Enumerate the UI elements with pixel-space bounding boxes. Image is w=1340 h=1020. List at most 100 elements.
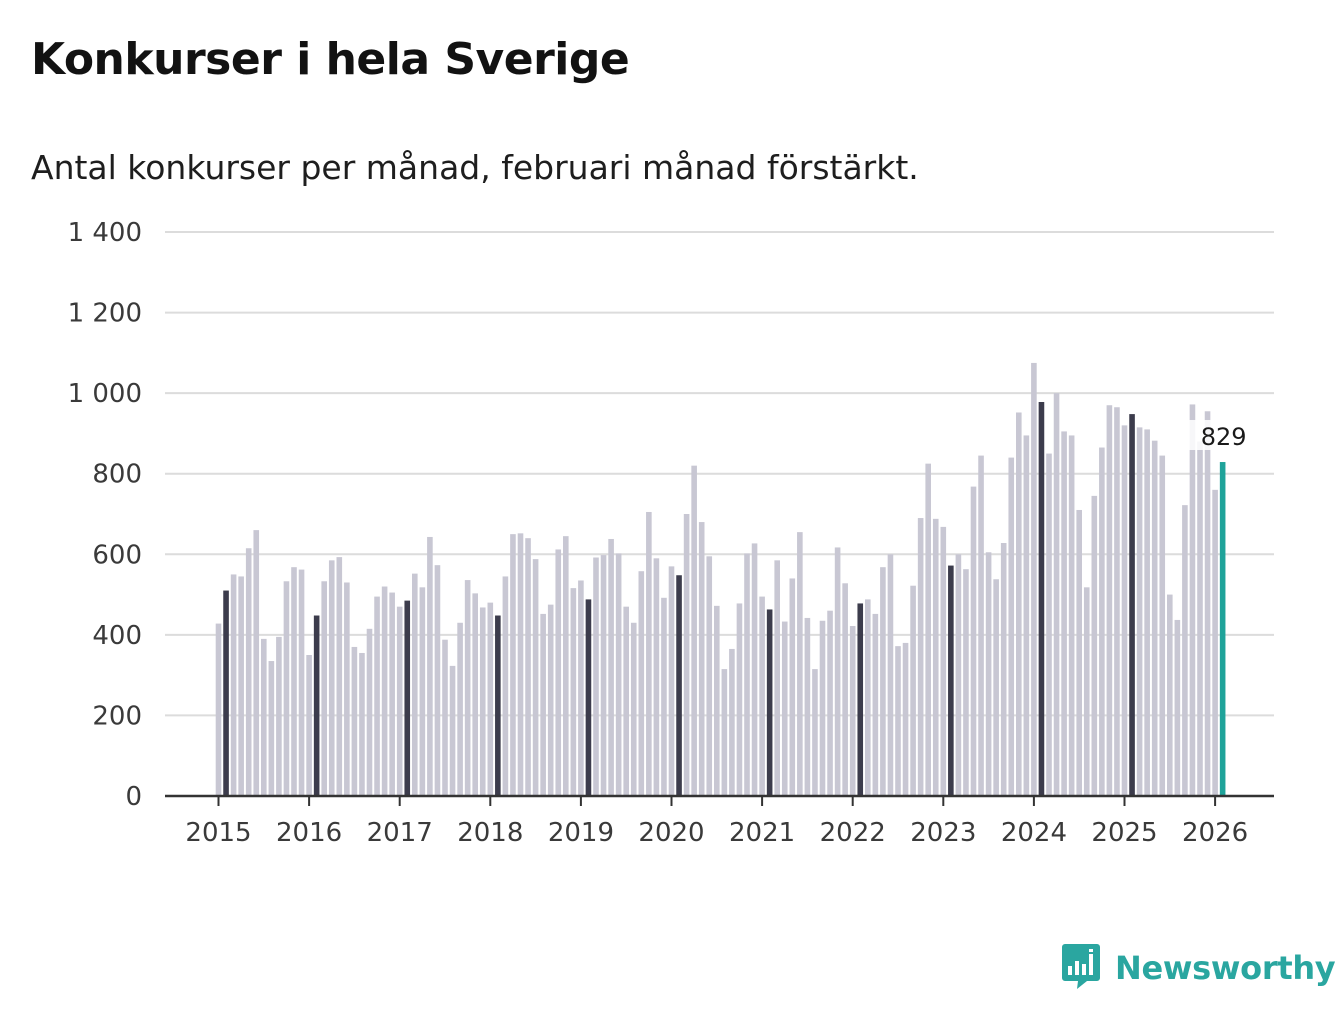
- bar: [623, 606, 629, 796]
- bar: [578, 580, 584, 796]
- bar: [479, 607, 486, 796]
- bar-february: [585, 599, 592, 796]
- bar: [963, 569, 969, 796]
- data-label-background: [1179, 420, 1230, 451]
- bar: [359, 652, 365, 796]
- bar: [1061, 431, 1067, 796]
- bar: [638, 571, 645, 796]
- bar: [593, 557, 599, 796]
- bar: [1121, 425, 1128, 796]
- chart-title: Konkurser i hela Sverige: [31, 34, 630, 85]
- bar: [970, 486, 977, 796]
- x-tick-label: 2016: [276, 818, 342, 848]
- bar: [1189, 404, 1196, 796]
- bar: [563, 536, 569, 796]
- bar: [917, 518, 924, 796]
- bar-february: [1129, 414, 1135, 796]
- bar: [1076, 509, 1082, 796]
- bar: [774, 560, 780, 796]
- y-tick-label: 1 000: [68, 379, 142, 409]
- bar: [940, 526, 947, 796]
- bar: [419, 587, 426, 796]
- bar: [510, 534, 516, 796]
- bar-february: [1038, 402, 1045, 796]
- bar: [306, 655, 312, 796]
- data-label-latest: 829: [1201, 423, 1247, 451]
- y-tick-label: 800: [92, 460, 142, 490]
- y-tick-label: 1 200: [68, 299, 142, 329]
- bar: [336, 557, 343, 796]
- bar: [608, 538, 614, 796]
- bar: [1167, 594, 1173, 796]
- bar: [374, 596, 380, 796]
- newsworthy-logo-icon: [1061, 942, 1101, 994]
- bar: [910, 585, 916, 796]
- bar: [321, 581, 327, 796]
- bar: [842, 583, 848, 796]
- bar: [698, 522, 705, 796]
- gridlines: [165, 231, 1274, 717]
- bar: [1023, 435, 1030, 796]
- x-tick-label: 2025: [1091, 818, 1157, 848]
- bar: [1031, 362, 1037, 796]
- bar: [412, 573, 418, 796]
- bar-february: [313, 615, 320, 796]
- bar: [1053, 393, 1060, 796]
- bar: [797, 532, 803, 796]
- bar: [1008, 457, 1015, 796]
- bar: [789, 578, 796, 796]
- bar-february: [857, 603, 864, 796]
- y-tick-label: 400: [92, 621, 142, 651]
- bar: [993, 579, 999, 796]
- bar: [570, 588, 577, 796]
- x-tick-label: 2019: [548, 818, 614, 848]
- data-labels: 829: [1179, 420, 1247, 451]
- bar: [457, 622, 463, 796]
- x-tick-label: 2024: [1001, 818, 1067, 848]
- bar: [1091, 495, 1098, 796]
- bar: [253, 530, 260, 796]
- x-tick-label: 2021: [729, 818, 795, 848]
- x-tick-label: 2022: [820, 818, 886, 848]
- bar: [291, 567, 297, 796]
- bar: [865, 599, 871, 796]
- bar: [744, 553, 750, 796]
- bar: [827, 610, 833, 796]
- bar: [442, 639, 448, 796]
- bar: [1136, 427, 1143, 796]
- bar: [396, 606, 403, 796]
- bar: [615, 553, 622, 796]
- bar: [1182, 505, 1188, 796]
- bar: [1212, 489, 1218, 796]
- bar: [1159, 455, 1166, 796]
- bar: [215, 623, 222, 796]
- bar: [630, 622, 637, 796]
- x-tick-label: 2018: [457, 818, 523, 848]
- bar: [691, 465, 697, 796]
- x-tick-label: 2017: [367, 818, 433, 848]
- bar: [1000, 543, 1007, 796]
- bar: [1068, 435, 1075, 796]
- bar: [434, 565, 441, 796]
- y-axis-ticks: 0 200 400 600 800 1 000 1 200 1 400: [68, 218, 142, 812]
- bar: [381, 586, 388, 796]
- bar: [261, 638, 267, 796]
- bar: [895, 646, 901, 796]
- bar: [245, 548, 252, 796]
- bar: [517, 533, 524, 796]
- bar: [706, 556, 713, 796]
- bar: [902, 642, 909, 796]
- bar: [849, 625, 856, 796]
- bar: [525, 538, 531, 796]
- bar: [781, 621, 788, 796]
- bar: [472, 593, 478, 796]
- bar: [729, 648, 735, 796]
- bar: [646, 511, 652, 796]
- bar: [1197, 441, 1203, 796]
- bar: [661, 597, 667, 796]
- chart-subtitle: Antal konkurser per månad, februari måna…: [31, 148, 919, 187]
- bar: [872, 613, 879, 796]
- bar: [925, 463, 931, 796]
- bar: [812, 669, 818, 796]
